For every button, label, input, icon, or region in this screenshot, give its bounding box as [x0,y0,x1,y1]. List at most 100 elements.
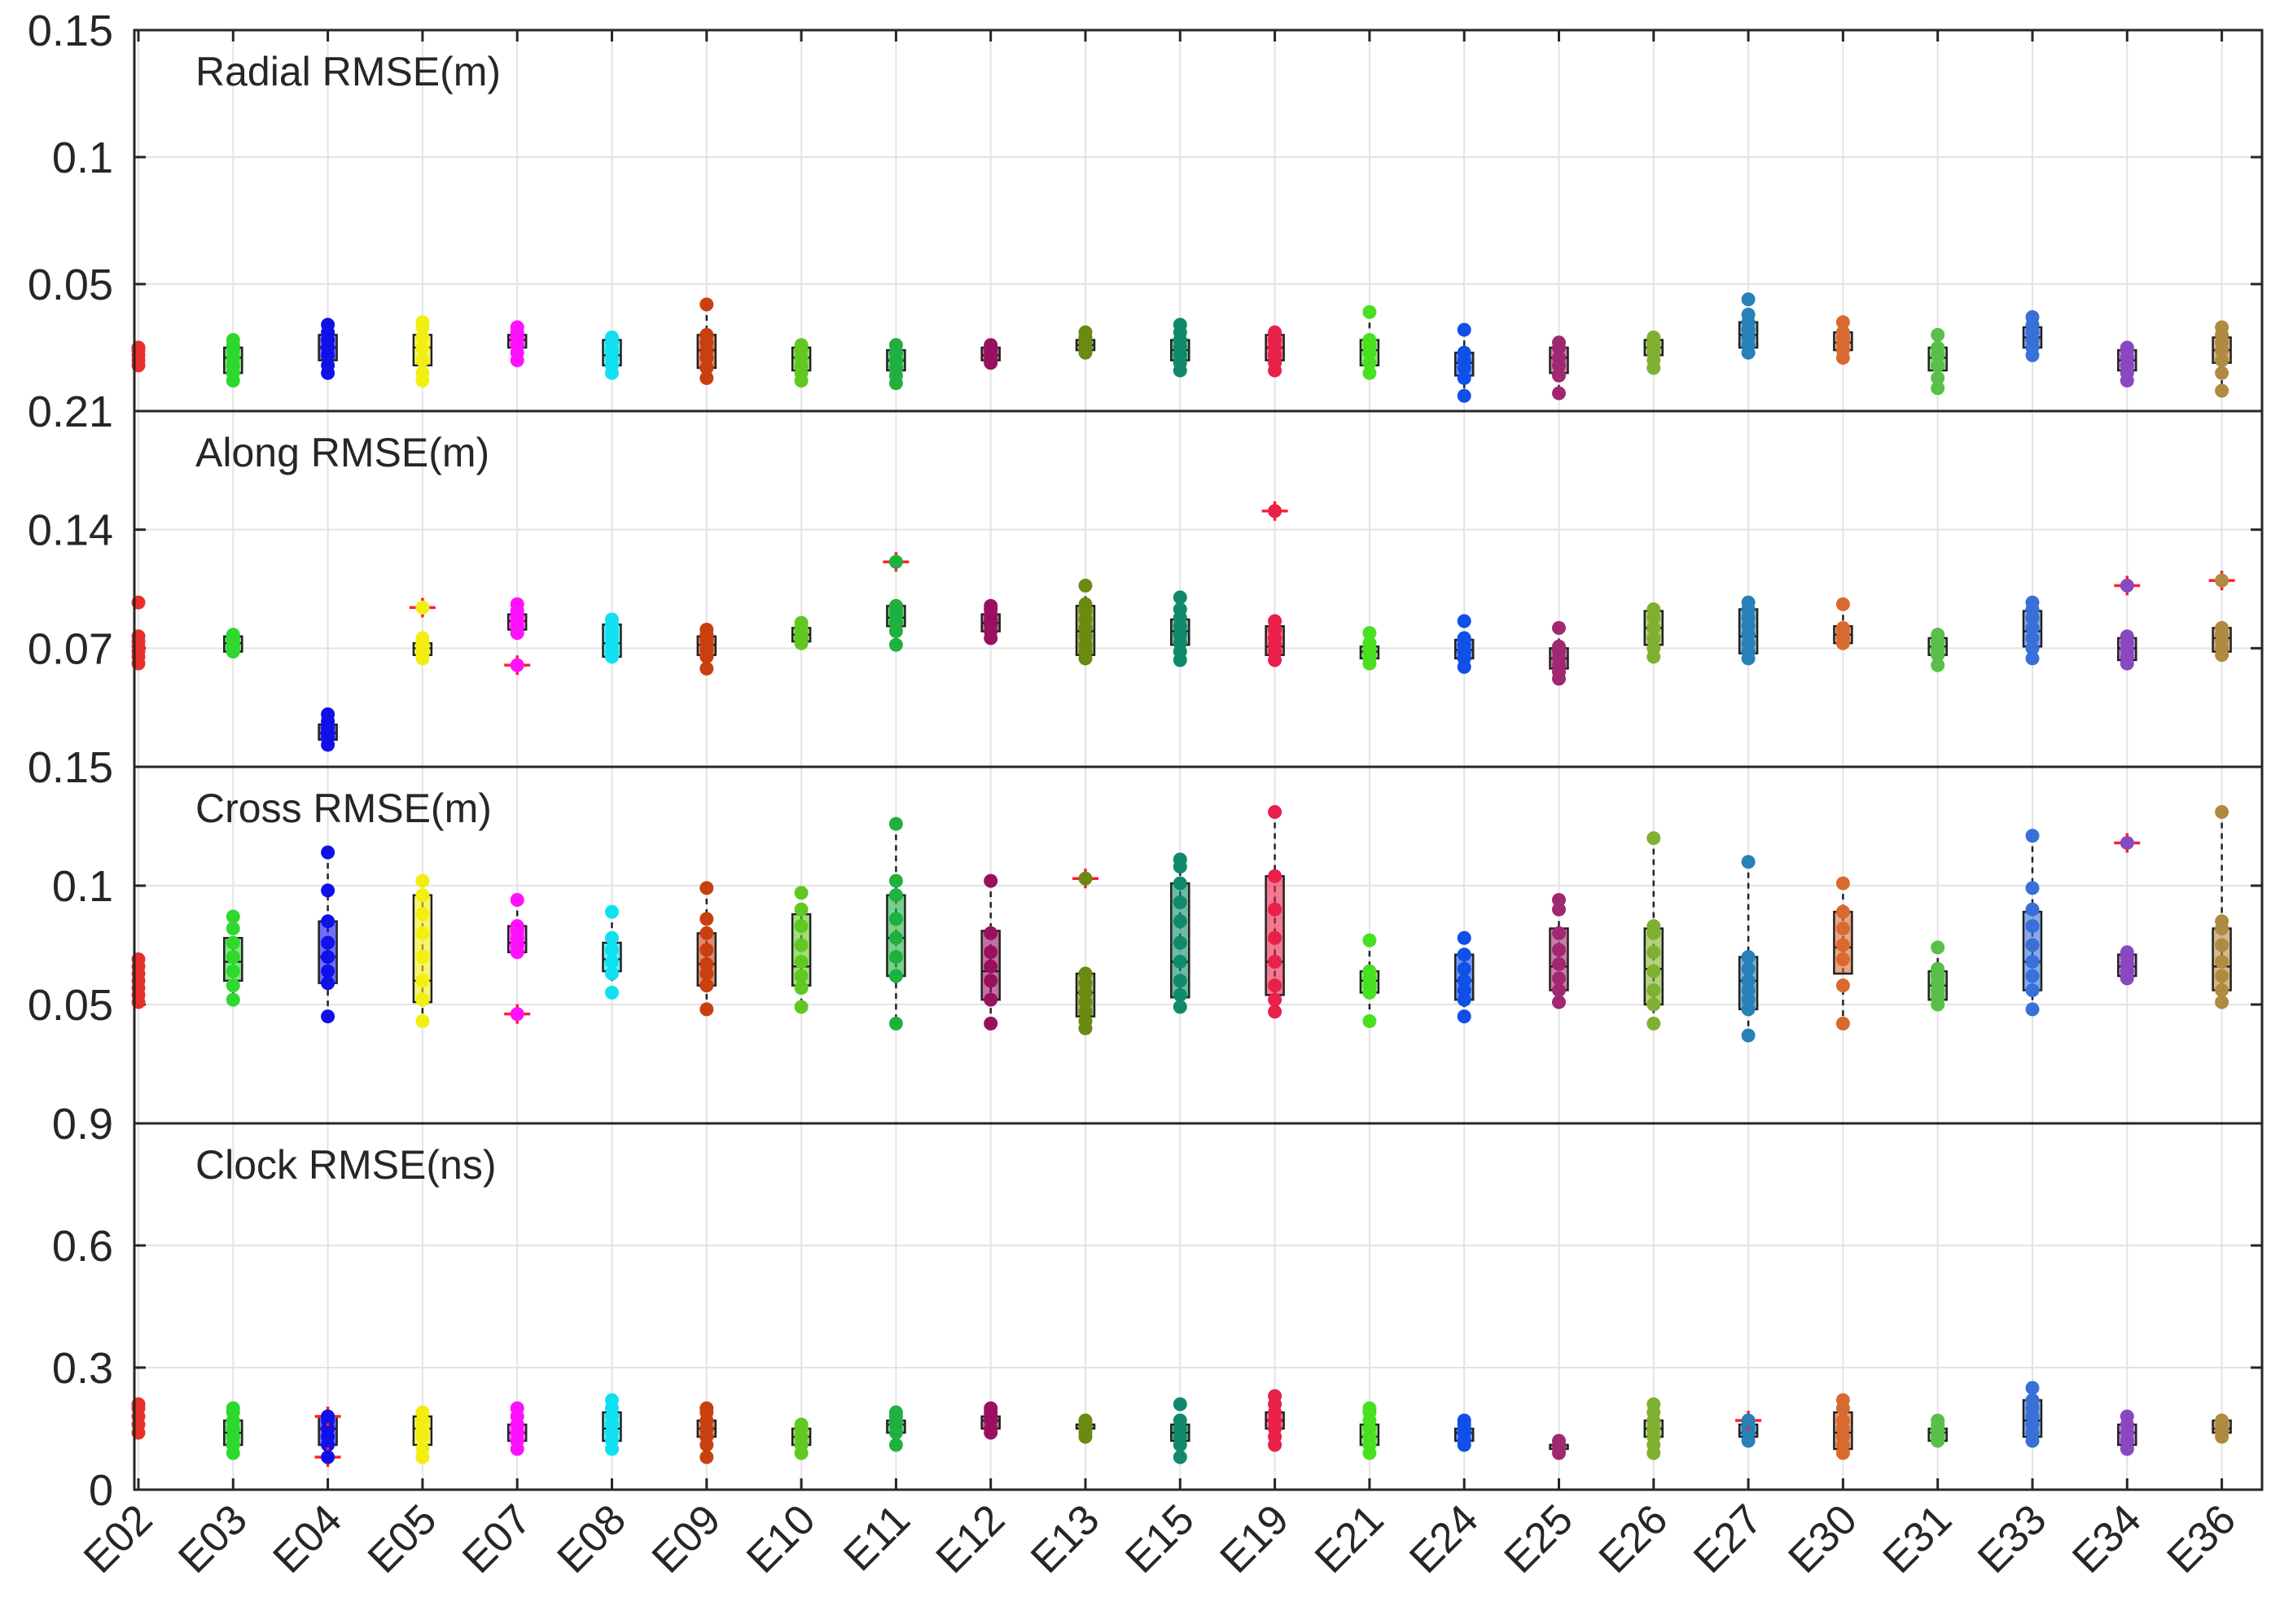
series-E11 [886,338,906,391]
series-E30 [1833,876,1853,1031]
data-point [1835,876,1850,891]
data-point [1835,620,1850,635]
data-point [1268,992,1282,1007]
data-point [605,943,619,957]
data-point [1078,325,1093,339]
data-point [1646,983,1661,997]
y-tick-label: 0.14 [28,506,113,555]
series-E09 [696,297,717,385]
data-point [1646,620,1661,635]
data-point [415,1442,430,1456]
data-point [1835,325,1850,339]
data-point [1931,381,1945,396]
data-point [1646,631,1661,646]
data-point [1552,639,1566,654]
data-point [984,974,998,988]
x-tick-label: E30 [1779,1495,1865,1582]
data-point [1646,602,1661,616]
data-point [415,366,430,380]
data-point [321,914,335,929]
outlier-point [888,554,903,569]
series-E05 [412,873,433,1028]
series-E26 [1643,330,1664,375]
series-E36 [2212,320,2232,398]
data-point [1173,1450,1187,1464]
data-point [605,985,619,1000]
data-point [1362,1013,1377,1028]
series-E04 [318,845,338,1024]
series-E21 [1359,1401,1380,1460]
data-point [794,615,809,630]
data-point [1173,935,1187,950]
data-point [1078,995,1093,1009]
data-point [1457,631,1471,646]
data-point [1646,831,1661,846]
data-point [1931,340,1945,355]
data-point [1268,804,1282,819]
data-point [1078,966,1093,981]
series-E07 [506,1401,528,1456]
data-point [888,816,903,831]
series-E08 [602,612,622,664]
data-point [2025,310,2040,325]
data-point [510,1401,524,1416]
data-point [1835,978,1850,993]
data-point [321,317,335,332]
x-tick-label: E04 [265,1495,351,1582]
data-point [2215,353,2229,368]
data-point [1268,930,1282,945]
data-point [226,964,240,978]
data-point [2025,620,2040,635]
series-E10 [791,615,812,650]
data-point [2215,366,2229,380]
data-point [1457,948,1471,962]
series-E36 [2208,571,2235,663]
data-point [415,353,430,368]
data-point [1835,938,1850,952]
series-E12 [980,1401,1001,1440]
data-point [699,943,714,957]
data-point [2025,1393,2040,1407]
x-tick-label: E25 [1496,1495,1582,1582]
series-E09 [696,881,717,1017]
data-point [1173,914,1187,929]
series-E11 [883,552,910,652]
data-point [1552,943,1566,957]
data-point [415,950,430,965]
data-point [699,926,714,940]
data-point [888,338,903,352]
x-tick-label: E07 [454,1495,540,1582]
data-point [226,992,240,1007]
data-point [1362,356,1377,370]
x-tick-label: E26 [1590,1495,1677,1582]
data-point [1931,370,1945,385]
data-point [699,966,714,981]
data-point [888,888,903,903]
data-point [2025,938,2040,952]
series-E25 [1549,1434,1569,1460]
outlier-point [510,1007,524,1022]
data-point [321,358,335,373]
data-point [1552,335,1566,350]
data-point [888,598,903,613]
data-point [888,1016,903,1031]
series-E27 [1738,292,1759,360]
data-point [984,926,998,940]
data-point [1268,954,1282,969]
data-point [984,992,998,1007]
data-point [2025,651,2040,666]
series-E31 [1927,1413,1948,1448]
data-point [1362,1401,1377,1416]
series-E11 [886,1405,906,1452]
data-point [605,904,619,919]
series-E09 [696,1401,717,1464]
series-E24 [1453,322,1475,403]
data-point [1741,950,1756,965]
series-E13 [1072,869,1098,1035]
data-point [2215,995,2229,1009]
data-point [1457,974,1471,988]
series-E31 [1927,327,1948,396]
series-E26 [1643,602,1664,664]
data-point [1552,1434,1566,1448]
